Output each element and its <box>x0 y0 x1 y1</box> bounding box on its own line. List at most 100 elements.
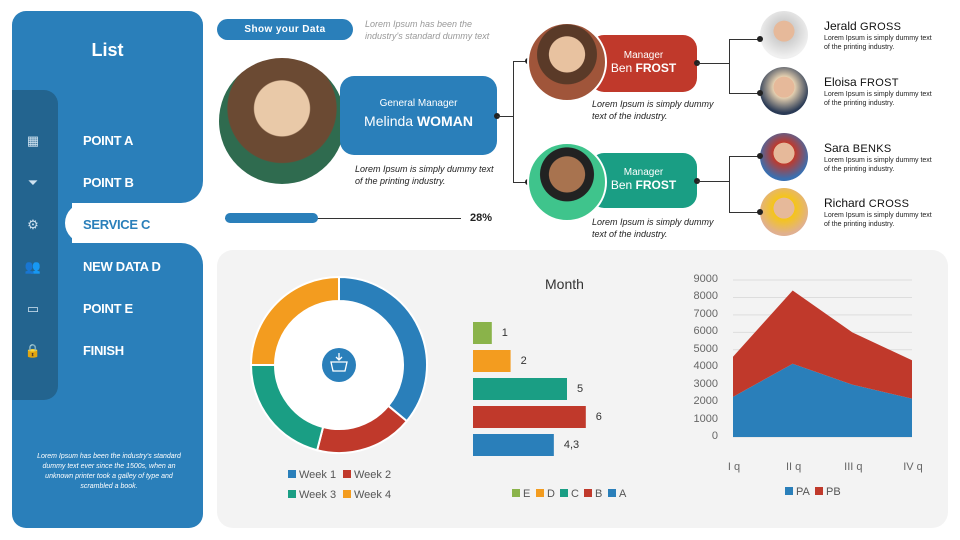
general-manager-last-name: WOMAN <box>416 113 473 129</box>
team-member-photo <box>760 188 808 236</box>
team-member-photo <box>760 133 808 181</box>
donut-legend-item: Week 4 <box>343 489 391 501</box>
bar-legend-item: D <box>536 488 555 500</box>
y-tick: 5000 <box>693 342 718 355</box>
sidebar-title: List <box>91 40 124 60</box>
team-member-text: Lorem Ipsum is simply dummy text of the … <box>824 212 932 228</box>
bar-E <box>473 322 492 344</box>
sidebar-note: Lorem Ipsum has been the industry's stan… <box>37 453 181 490</box>
bar-legend-item: B <box>584 488 602 500</box>
team-member-name: Sara BENKS <box>824 141 892 155</box>
general-manager-role: General Manager <box>379 98 458 109</box>
connector-line <box>729 93 760 94</box>
bar-legend-item: E <box>512 488 530 500</box>
area-PA <box>733 363 912 437</box>
header-text: Lorem Ipsum has been the industry's stan… <box>365 19 490 41</box>
bar-label: 4,3 <box>563 439 580 451</box>
donut-legend-item: Week 2 <box>343 469 391 481</box>
bar-label: 2 <box>520 355 527 367</box>
manager-role: Manager <box>623 167 664 178</box>
sidebar-item-point-e[interactable]: POINT E <box>83 301 133 316</box>
manager-card[interactable]: Manager Ben FROST <box>590 35 697 92</box>
bar-A <box>473 434 554 456</box>
manager-first-name: Ben <box>610 61 633 75</box>
users-icon: 👥 <box>24 259 42 274</box>
general-manager-caption: Lorem Ipsum is simply dummy text of the … <box>355 164 494 186</box>
area-legend-item: PA <box>785 486 810 498</box>
area-legend-item: PB <box>815 486 841 498</box>
bar-B <box>473 406 586 428</box>
sidebar-item-point-a[interactable]: POINT A <box>83 133 134 148</box>
connector-dot <box>757 90 763 96</box>
donut-legend-item: Week 3 <box>288 489 336 501</box>
progress-label: 28% <box>470 212 493 224</box>
charts-svg <box>249 275 912 456</box>
bar-label: 1 <box>501 327 508 339</box>
bar-label: 6 <box>595 411 602 423</box>
manager-caption: Lorem Ipsum is simply dummy text of the … <box>592 217 714 239</box>
team-member-text: Lorem Ipsum is simply dummy text of the … <box>824 35 932 51</box>
connector-line <box>697 181 729 182</box>
y-tick: 2000 <box>693 395 718 408</box>
briefcase-icon: ▭ <box>26 301 40 316</box>
team-member-name: Richard CROSS <box>824 196 910 210</box>
connector-line <box>729 39 730 93</box>
connector-dot <box>757 209 763 215</box>
area-PB <box>733 290 912 399</box>
basket-glyph <box>330 353 348 372</box>
manager-last-name: FROST <box>635 61 677 75</box>
y-tick: 0 <box>711 430 718 442</box>
bar-label: 5 <box>577 383 584 395</box>
connector-line <box>513 182 527 183</box>
general-manager-photo <box>219 58 345 184</box>
y-tick: 8000 <box>693 290 718 303</box>
connector-line <box>729 156 760 157</box>
manager-first-name: Ben <box>610 178 633 192</box>
manager-last-name: FROST <box>635 178 677 192</box>
donut-legend-item: Week 1 <box>288 469 336 481</box>
team-member-photo <box>760 11 808 59</box>
sidebar-active-indicator <box>65 203 225 243</box>
x-tick: IV q <box>903 461 923 473</box>
connector-line <box>497 116 513 117</box>
bar-chart-title: Month <box>545 276 584 292</box>
connector-line <box>697 63 729 64</box>
bar-legend-item: C <box>560 488 579 500</box>
manager-card[interactable]: Manager Ben FROST <box>590 153 697 208</box>
team-member-text: Lorem Ipsum is simply dummy text of the … <box>824 91 932 107</box>
y-tick: 9000 <box>693 273 718 285</box>
basket-download-icon <box>322 348 356 382</box>
team-member-text: Lorem Ipsum is simply dummy text of the … <box>824 157 932 173</box>
connector-line <box>513 61 527 62</box>
x-tick: III q <box>844 461 863 473</box>
lock-icon: 🔒 <box>24 343 42 358</box>
y-tick: 6000 <box>693 325 718 338</box>
manager-role: Manager <box>623 50 664 61</box>
team-member-name: Jerald GROSS <box>824 19 902 33</box>
connector-line <box>729 39 760 40</box>
manager-photo <box>527 22 607 102</box>
bar-C <box>473 378 567 400</box>
connector-line <box>729 156 730 212</box>
manager-caption: Lorem Ipsum is simply dummy text of the … <box>592 99 714 121</box>
sidebar-item-finish[interactable]: FINISH <box>83 343 124 358</box>
manager-photo <box>527 142 607 222</box>
bar-D <box>473 350 511 372</box>
x-tick: I q <box>727 461 741 473</box>
sidebar-item-service-c[interactable]: SERVICE C <box>83 217 151 232</box>
sidebar-icon-strip <box>12 90 58 400</box>
show-data-button[interactable]: Show your Data <box>217 19 353 40</box>
team-member-photo <box>760 67 808 115</box>
x-tick: II q <box>786 461 802 473</box>
general-manager-card[interactable]: General Manager Melinda WOMAN <box>340 76 497 155</box>
connector-line <box>729 212 760 213</box>
y-tick: 4000 <box>693 360 718 373</box>
team-member-name: Eloisa FROST <box>824 75 899 89</box>
y-tick: 3000 <box>693 377 718 390</box>
y-tick: 7000 <box>693 307 718 320</box>
sidebar-item-point-b[interactable]: POINT B <box>83 175 134 190</box>
gear-icon: ⚙ <box>27 217 39 232</box>
bar-legend-item: A <box>608 488 626 500</box>
sidebar-item-new-data-d[interactable]: NEW DATA D <box>83 259 161 274</box>
connector-dot <box>757 153 763 159</box>
